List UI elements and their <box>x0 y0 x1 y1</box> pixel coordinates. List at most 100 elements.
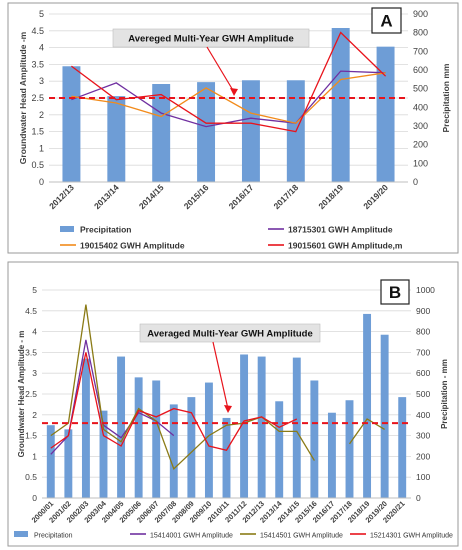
series-line <box>71 70 386 128</box>
precipitation-bar <box>292 357 301 498</box>
precipitation-bar <box>222 417 231 498</box>
right-tick-label: 800 <box>413 28 428 38</box>
legend-label: 15414001 GWH Amplitude <box>150 533 233 540</box>
annotation-box <box>139 323 321 343</box>
left-tick-label: 1 <box>39 143 44 153</box>
left-tick-label: 4 <box>32 327 37 337</box>
precipitation-bar <box>241 80 260 182</box>
right-tick-label: 500 <box>413 84 428 94</box>
precipitation-bar <box>310 380 319 498</box>
right-tick-label: 700 <box>416 347 430 357</box>
annotation-box <box>112 28 310 48</box>
right-tick-label: 0 <box>413 177 418 187</box>
legend-swatch-bar <box>14 531 28 537</box>
precipitation-bar <box>46 425 55 498</box>
right-axis-title: Precipitation - mm <box>440 359 449 429</box>
panel-b: 0 0.5 1 1.5 2 2.5 3 3.5 4 4.5 5 0 100 200 300 400 500 600… <box>7 261 459 547</box>
precipitation-bar <box>152 380 161 498</box>
precipitation-bar <box>99 410 108 498</box>
precipitation-bar <box>169 404 178 498</box>
left-tick-label: 0 <box>32 493 37 503</box>
precipitation-bar <box>257 356 266 498</box>
legend-label: 18715301 GWH Amplitude <box>288 225 393 235</box>
precipitation-bar <box>62 66 81 182</box>
right-tick-label: 600 <box>416 368 430 378</box>
legend-swatch-bar <box>60 226 74 232</box>
legend-label: Precipitation <box>80 225 131 235</box>
right-tick-label: 500 <box>416 389 430 399</box>
annotation-text: Avereged Multi-Year GWH Amplitude <box>128 34 294 45</box>
left-tick-label: 0 <box>39 177 44 187</box>
precipitation-bar <box>363 313 372 498</box>
precipitation-bar <box>380 334 389 498</box>
precipitation-bar <box>398 397 407 498</box>
left-tick-label: 5 <box>39 9 44 19</box>
precipitation-bar <box>376 46 395 182</box>
right-tick-label: 0 <box>416 493 421 503</box>
panel-label-box <box>371 7 402 34</box>
right-tick-label: 400 <box>416 410 430 420</box>
right-tick-label: 600 <box>413 65 428 75</box>
precipitation-bar <box>107 96 126 182</box>
precipitation-bar <box>64 429 73 498</box>
left-tick-label: 1.5 <box>25 431 37 441</box>
annotation-arrowhead <box>224 405 232 413</box>
legend-label: 19015402 GWH Amplitude <box>80 241 185 251</box>
annotation-text: Averaged Multi-Year GWH Amplitude <box>147 329 313 340</box>
right-tick-label: 800 <box>416 327 430 337</box>
left-tick-label: 0.5 <box>31 160 44 170</box>
precipitation-bar <box>81 358 90 498</box>
left-tick-label: 3 <box>39 76 44 86</box>
panel-label-box <box>380 279 410 305</box>
precipitation-bar <box>117 356 126 498</box>
precipitation-bar <box>327 412 336 498</box>
precipitation-bar <box>152 84 171 182</box>
right-tick-label: 400 <box>413 102 428 112</box>
left-axis-title: Groundwater Head Amplitude - m <box>17 331 26 458</box>
precipitation-bar <box>240 354 249 498</box>
left-tick-label: 2 <box>32 410 37 420</box>
series-line <box>71 72 386 124</box>
legend-label: 15414501 GWH Amplitude <box>260 533 343 540</box>
panel-label: A <box>380 12 392 31</box>
left-tick-label: 4 <box>39 43 44 53</box>
series-line <box>50 352 298 451</box>
annotation-arrow <box>206 46 235 93</box>
precipitation-bar <box>331 28 350 182</box>
precipitation-bar <box>275 401 284 498</box>
left-tick-label: 4.5 <box>25 306 37 316</box>
left-tick-label: 4.5 <box>31 26 44 36</box>
left-tick-label: 2.5 <box>25 389 37 399</box>
legend-label: Precipitation <box>34 533 73 540</box>
left-tick-label: 3.5 <box>31 59 44 69</box>
right-axis-title: Precipitation mm <box>441 63 451 132</box>
left-tick-label: 3 <box>32 368 37 378</box>
series-line <box>348 418 385 445</box>
precipitation-bar <box>134 377 143 498</box>
annotation-arrowhead <box>230 88 238 96</box>
right-tick-label: 1000 <box>416 285 435 295</box>
right-tick-label: 200 <box>416 451 430 461</box>
left-tick-label: 2 <box>39 110 44 120</box>
legend-label: 19015601 GWH Amplitude,m <box>288 241 403 251</box>
precipitation-bar <box>345 400 354 498</box>
left-tick-label: 3.5 <box>25 347 37 357</box>
panel-label: B <box>389 283 401 302</box>
right-tick-label: 100 <box>413 158 428 168</box>
right-tick-label: 200 <box>413 140 428 150</box>
right-tick-label: 300 <box>416 431 430 441</box>
precipitation-bar <box>204 382 213 498</box>
panel-a: 0 0.5 1 1.5 2 2.5 3 3.5 4 4.5 5 0 100 200 300 400 500 600… <box>7 2 459 254</box>
right-tick-label: 900 <box>413 9 428 19</box>
right-tick-label: 300 <box>413 121 428 131</box>
series-line <box>50 304 315 471</box>
annotation-arrow <box>212 341 229 410</box>
right-tick-label: 900 <box>416 306 430 316</box>
left-tick-label: 2.5 <box>31 93 44 103</box>
right-tick-label: 700 <box>413 46 428 56</box>
precipitation-bar <box>197 82 216 182</box>
right-tick-label: 100 <box>416 472 430 482</box>
left-tick-label: 0.5 <box>25 472 37 482</box>
left-tick-label: 1.5 <box>31 127 44 137</box>
